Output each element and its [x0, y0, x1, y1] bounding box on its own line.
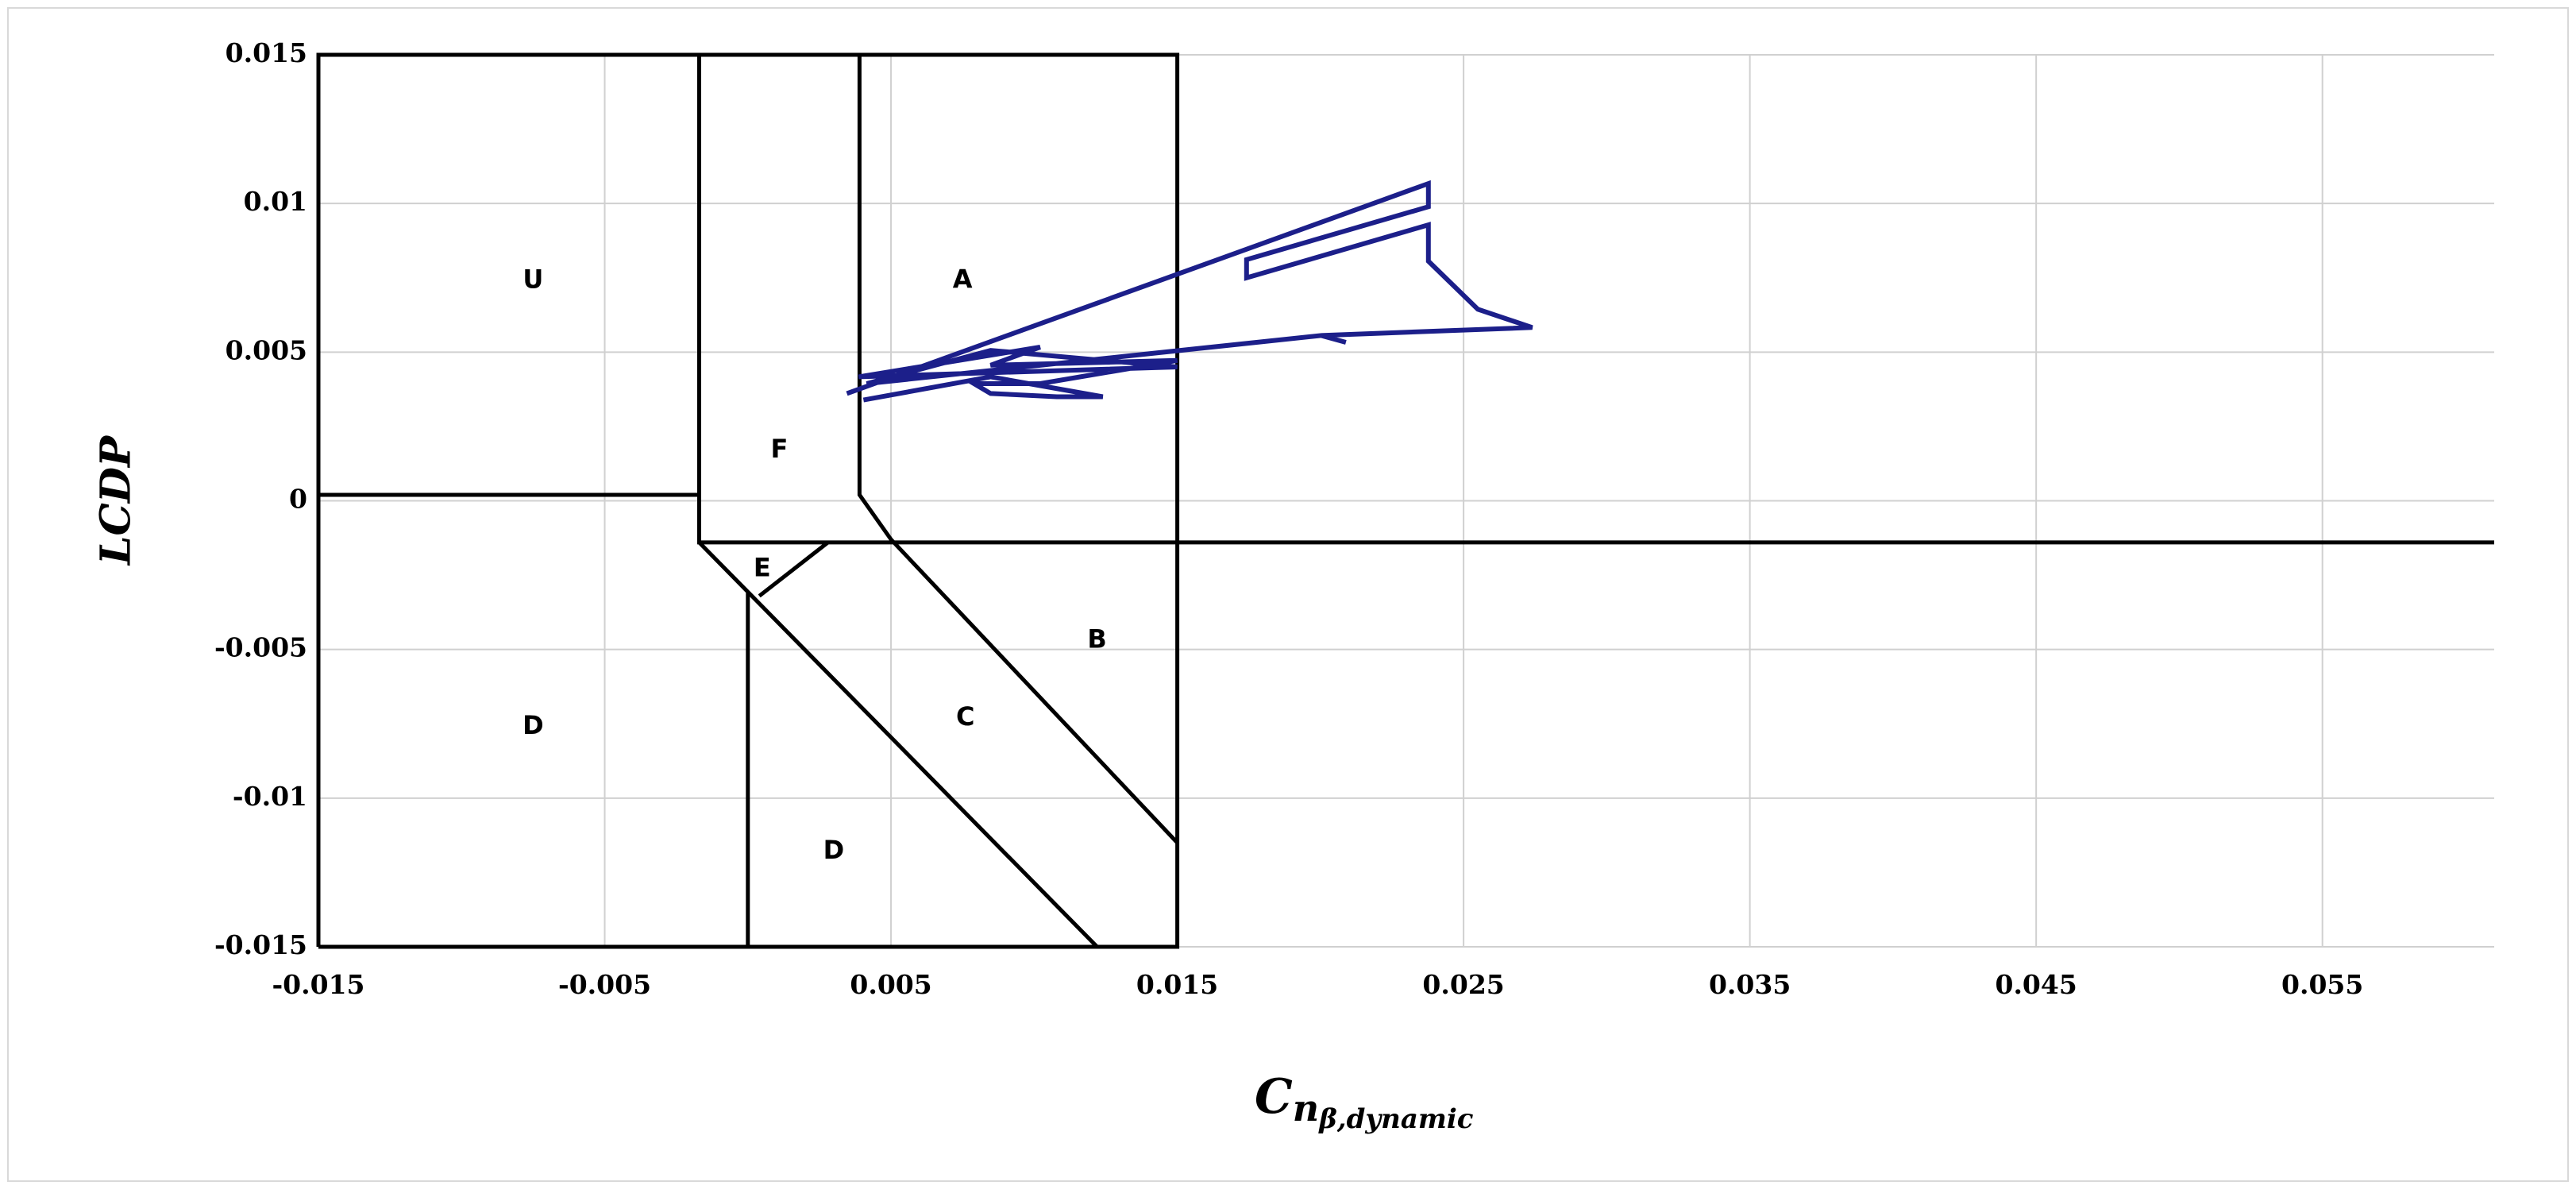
- x-tick-label: 0.055: [2281, 969, 2363, 1000]
- x-tick-label: 0.045: [1995, 969, 2077, 1000]
- y-tick-label: -0.015: [214, 929, 307, 960]
- x-axis-label: Cnβ,dynamic: [1255, 1069, 1474, 1136]
- x-tick-label: 0.035: [1709, 969, 1791, 1000]
- region-label: D: [523, 710, 544, 740]
- x-tick-label: -0.005: [558, 969, 651, 1000]
- x-tick-label: -0.015: [272, 969, 364, 1000]
- y-tick-label: 0: [289, 484, 307, 515]
- region-label: E: [754, 553, 771, 583]
- region-label: B: [1087, 624, 1106, 654]
- region-label: D: [823, 835, 845, 865]
- x-axis-label-base: C: [1255, 1069, 1293, 1125]
- y-tick-label: 0.015: [226, 37, 307, 68]
- x-axis-label-sub: n: [1293, 1087, 1319, 1129]
- x-tick-label: 0.025: [1422, 969, 1504, 1000]
- region-label: F: [771, 434, 789, 464]
- x-tick-label: 0.005: [850, 969, 931, 1000]
- series-line: [316, 52, 2494, 949]
- region-label: U: [523, 264, 543, 294]
- y-tick-label: 0.01: [244, 186, 307, 217]
- region-label: A: [953, 264, 973, 294]
- y-tick-label: -0.01: [233, 781, 307, 812]
- x-tick-label: 0.015: [1136, 969, 1218, 1000]
- chart-frame: [7, 7, 2569, 1182]
- y-tick-label: 0.005: [226, 334, 307, 365]
- y-axis-label: LCDP: [92, 434, 141, 566]
- y-tick-label: -0.005: [214, 632, 307, 663]
- series-line: [846, 180, 1533, 403]
- x-axis-label-subsub: β,dynamic: [1317, 1103, 1474, 1135]
- region-label: C: [956, 701, 974, 732]
